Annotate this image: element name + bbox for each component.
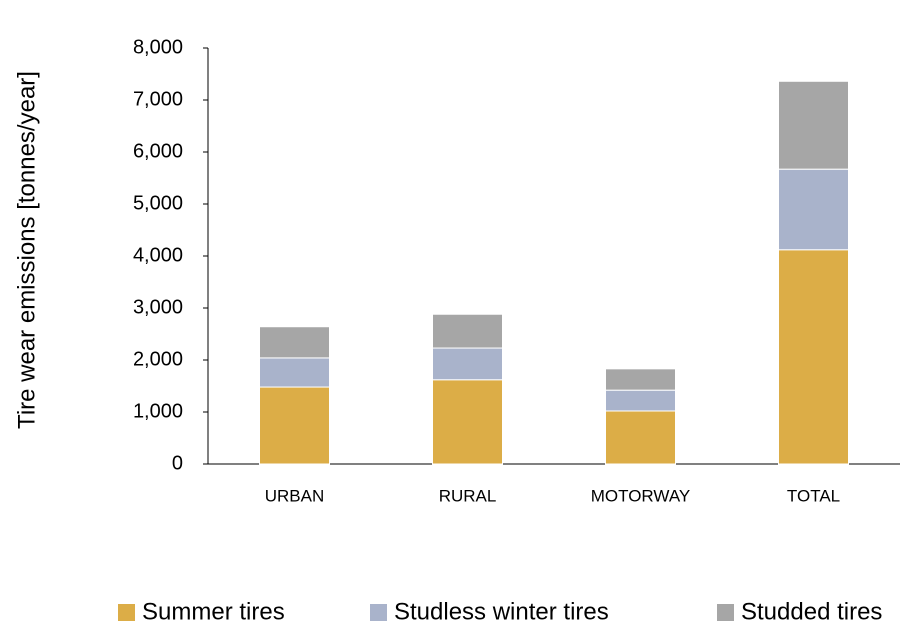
bar-segment: [259, 326, 330, 359]
y-tick-label: 6,000: [133, 140, 183, 162]
x-tick-label: MOTORWAY: [591, 486, 691, 505]
y-tick-label: 8,000: [133, 36, 183, 58]
y-tick-label: 7,000: [133, 88, 183, 110]
legend-swatch: [717, 604, 734, 621]
x-tick-label: TOTAL: [787, 486, 840, 505]
bar-segment: [605, 368, 676, 391]
bar-segment: [605, 410, 676, 465]
bar-segment: [778, 168, 849, 251]
legend-swatch: [370, 604, 387, 621]
bar-segment: [432, 347, 503, 381]
legend-label: Studded tires: [741, 598, 882, 625]
legend-swatch: [118, 604, 135, 621]
legend-label: Summer tires: [142, 598, 285, 625]
y-tick-label: 4,000: [133, 244, 183, 266]
bar-segment: [605, 389, 676, 412]
y-tick-label: 1,000: [133, 400, 183, 422]
bar-segment: [432, 313, 503, 349]
x-tick-label: RURAL: [439, 486, 497, 505]
x-tick-label: URBAN: [265, 486, 325, 505]
y-tick-label: 5,000: [133, 192, 183, 214]
y-tick-label: 2,000: [133, 348, 183, 370]
y-tick-label: 0: [172, 452, 183, 474]
bar-segment: [432, 379, 503, 465]
legend-label: Studless winter tires: [394, 598, 609, 625]
bar-segment: [259, 386, 330, 465]
y-axis-label: Tire wear emissions [tonnes/year]: [13, 71, 40, 429]
y-tick-label: 3,000: [133, 296, 183, 318]
bar-segment: [259, 357, 330, 388]
bar-segment: [778, 80, 849, 170]
bar-segment: [778, 249, 849, 465]
